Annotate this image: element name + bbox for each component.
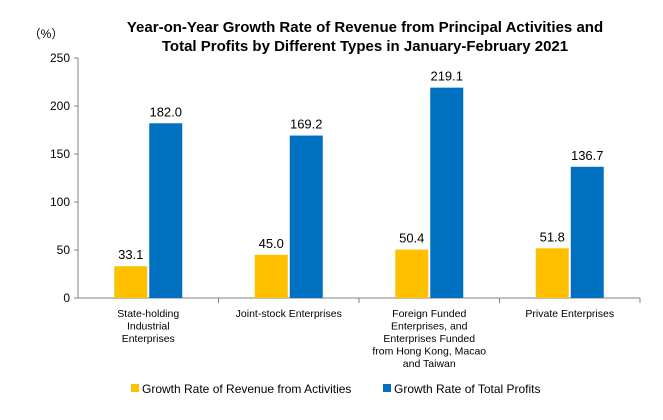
y-tick-label: 250 bbox=[50, 51, 70, 65]
bar-revenue bbox=[114, 266, 148, 298]
category-label: State-holding bbox=[117, 308, 179, 320]
chart-title: Year-on-Year Growth Rate of Revenue from… bbox=[90, 18, 640, 56]
y-axis-unit: （%） bbox=[29, 27, 64, 41]
category-label: Industrial bbox=[127, 321, 170, 333]
bar-profits bbox=[570, 166, 604, 298]
legend-label-profits: Growth Rate of Total Profits bbox=[394, 382, 541, 396]
category-label: Enterprises, and bbox=[391, 321, 468, 333]
y-tick-label: 100 bbox=[50, 195, 70, 209]
chart-title-line-2: Total Profits by Different Types in Janu… bbox=[161, 38, 569, 55]
category-label: Enterprises bbox=[122, 333, 175, 345]
data-label: 136.7 bbox=[571, 148, 604, 163]
category-label: Foreign Funded bbox=[392, 308, 466, 320]
legend-swatch-revenue bbox=[131, 384, 139, 392]
category-label: Enterprises Funded bbox=[383, 333, 475, 345]
y-tick-label: 200 bbox=[50, 99, 70, 113]
bar-profits bbox=[289, 135, 323, 298]
category-label: Private Enterprises bbox=[525, 308, 614, 320]
chart-title-line-1: Year-on-Year Growth Rate of Revenue from… bbox=[126, 19, 604, 36]
legend-swatch-profits bbox=[383, 384, 391, 392]
bar-revenue bbox=[254, 254, 288, 298]
category-label: and Taiwan bbox=[403, 358, 456, 370]
bar-revenue bbox=[395, 249, 429, 298]
data-label: 169.2 bbox=[290, 117, 323, 132]
data-label: 51.8 bbox=[540, 229, 565, 244]
data-label: 50.4 bbox=[399, 231, 424, 246]
data-label: 45.0 bbox=[259, 236, 284, 251]
category-label: Joint-stock Enterprises bbox=[236, 308, 342, 320]
bar-revenue bbox=[535, 248, 569, 298]
y-tick-label: 150 bbox=[50, 147, 70, 161]
data-label: 219.1 bbox=[430, 69, 463, 84]
bar-profits bbox=[430, 87, 464, 298]
data-label: 33.1 bbox=[118, 247, 143, 262]
y-tick-label: 0 bbox=[63, 291, 70, 305]
legend-label-revenue: Growth Rate of Revenue from Activities bbox=[142, 382, 351, 396]
y-tick-label: 50 bbox=[57, 243, 71, 257]
data-label: 182.0 bbox=[149, 104, 182, 119]
bar-profits bbox=[149, 123, 183, 298]
category-label: from Hong Kong, Macao bbox=[372, 346, 486, 358]
